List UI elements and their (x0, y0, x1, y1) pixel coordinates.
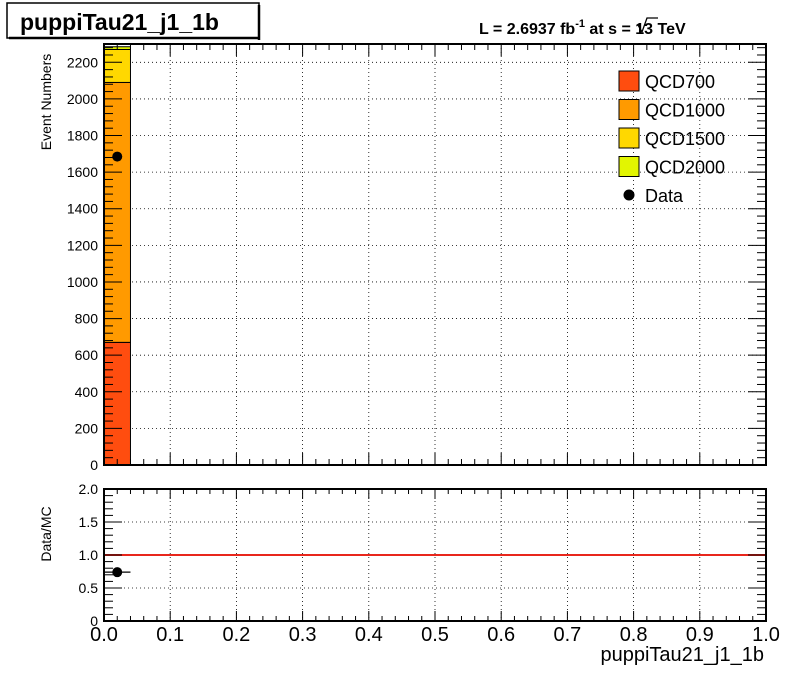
lumi-label: L = 2.6937 fb-1 at s = 13 TeV (479, 17, 686, 38)
legend-label-data: Data (645, 186, 684, 206)
ratio-x-tick-label: 0.9 (686, 624, 714, 646)
ratio-y-tick-label: 2.0 (79, 481, 99, 497)
data-point (112, 151, 123, 162)
main-y-tick-label: 400 (75, 384, 99, 400)
svg-text:L = 2.6937 fb-1 at s = 13 TeV: L = 2.6937 fb-1 at s = 13 TeV (479, 18, 686, 38)
main-y-tick-label: 1000 (67, 274, 98, 290)
ratio-y-tick-label: 1.5 (79, 514, 99, 530)
main-y-tick-labels: 0 200 400 600 800 1000 1200 1400 1600 1800 2000 220… (67, 54, 98, 473)
title-box: puppiTau21_j1_1b (6, 2, 261, 40)
ratio-x-tick-label: 0.5 (421, 624, 449, 646)
legend-swatch-qcd1500 (618, 127, 640, 149)
ratio-y-tick-label: 0 (90, 613, 98, 629)
main-y-tick-label: 1200 (67, 237, 98, 253)
legend-label-qcd1500: QCD1500 (645, 129, 725, 149)
bar-qcd700 (103, 341, 131, 466)
ratio-y-tick-label: 1.0 (79, 547, 99, 563)
main-y-tick-label: 800 (75, 311, 99, 327)
main-y-tick-label: 1800 (67, 128, 98, 144)
data-points (112, 151, 123, 162)
ratio-ticks (103, 488, 767, 622)
lumi-mid: at (585, 21, 608, 38)
bar-qcd1500 (103, 48, 131, 83)
ratio-x-axis-label: puppiTau21_j1_1b (601, 644, 765, 666)
lumi-sqrt-s: s (608, 21, 617, 38)
ratio-panel: 00.51.01.52.0 0.0 0.1 0.2 0.3 0.4 0.5 0.6 0.7 0.… (38, 481, 780, 666)
legend-swatch-qcd2000 (618, 156, 640, 177)
legend-swatch-qcd700 (618, 70, 640, 92)
ratio-point (112, 567, 123, 578)
main-y-tick-label: 2000 (67, 91, 98, 107)
ratio-x-tick-label: 0.1 (156, 624, 184, 646)
legend: QCD700 QCD1000 QCD1500 QCD2000 Data (618, 70, 725, 206)
main-y-tick-label: 200 (75, 420, 99, 436)
legend-label-qcd1000: QCD1000 (645, 101, 725, 121)
bar-qcd1000 (103, 81, 131, 343)
ratio-x-tick-label: 0.3 (289, 624, 317, 646)
legend-marker-data (623, 189, 635, 201)
main-y-tick-label: 600 (75, 347, 99, 363)
ratio-x-tick-label: 0.2 (222, 624, 250, 646)
main-y-tick-label: 1600 (67, 164, 98, 180)
ratio-x-tick-label: 0.8 (620, 624, 648, 646)
ratio-y-tick-labels: 0 0.5 1.0 1.5 2.0 (79, 481, 99, 629)
legend-label-qcd700: QCD700 (645, 72, 715, 92)
ratio-x-tick-label: 0.6 (487, 624, 515, 646)
ratio-y-tick-label: 0.5 (79, 580, 99, 596)
stacked-bars (103, 46, 131, 466)
plot-title: puppiTau21_j1_1b (20, 9, 219, 35)
legend-label-qcd2000: QCD2000 (645, 158, 725, 178)
main-y-tick-label: 2200 (67, 54, 98, 70)
lumi-prefix: L = 2.6937 fb (479, 21, 575, 38)
legend-swatch-qcd1000 (618, 99, 640, 120)
ratio-x-tick-label: 0.0 (90, 624, 118, 646)
ratio-x-tick-labels: 0.0 0.1 0.2 0.3 0.4 0.5 0.6 0.7 0.8 0.9 1.0 (90, 624, 780, 646)
main-y-axis-label: Event Numbers (38, 54, 54, 150)
main-y-tick-label: 1400 (67, 201, 98, 217)
lumi-suffix: = 13 TeV (617, 21, 686, 38)
ratio-points (104, 567, 131, 578)
ratio-x-tick-label: 0.7 (553, 624, 581, 646)
ratio-x-tick-label: 0.4 (355, 624, 383, 646)
ratio-x-tick-label: 1.0 (752, 624, 780, 646)
ratio-y-axis-label: Data/MC (38, 506, 54, 561)
lumi-exponent: -1 (575, 18, 585, 30)
sqrt-symbol (637, 17, 658, 34)
main-panel: 0 200 400 600 800 1000 1200 1400 1600 1800 2000 220… (38, 43, 767, 473)
main-ticks (103, 44, 767, 466)
main-y-tick-label: 0 (90, 457, 98, 473)
